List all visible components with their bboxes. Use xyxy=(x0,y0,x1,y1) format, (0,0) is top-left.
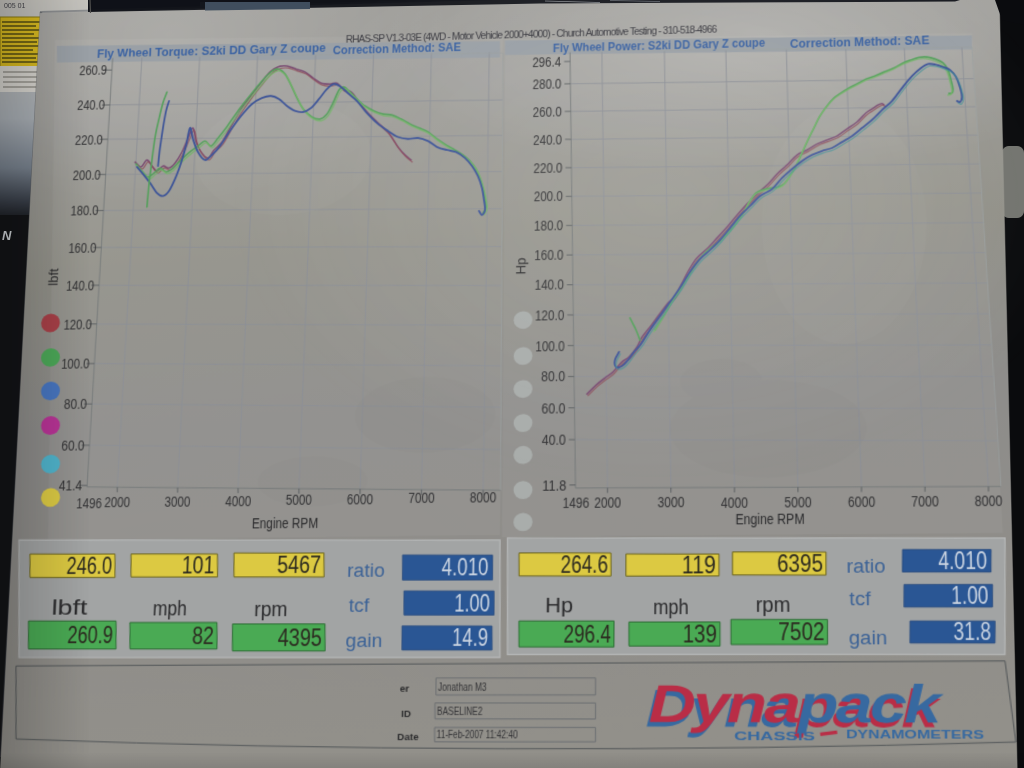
svg-text:14.9: 14.9 xyxy=(452,624,488,652)
svg-text:rpm: rpm xyxy=(756,593,791,618)
svg-text:6395: 6395 xyxy=(777,550,823,578)
svg-text:120.0: 120.0 xyxy=(63,315,92,332)
svg-text:11.8: 11.8 xyxy=(542,476,567,494)
svg-text:mph: mph xyxy=(152,597,187,621)
svg-text:1.00: 1.00 xyxy=(951,582,989,610)
svg-text:gain: gain xyxy=(345,629,382,651)
svg-text:140.0: 140.0 xyxy=(535,276,565,293)
svg-text:120.0: 120.0 xyxy=(535,306,565,323)
svg-text:CHASSIS: CHASSIS xyxy=(734,731,816,744)
svg-text:180.0: 180.0 xyxy=(70,202,99,219)
svg-text:80.0: 80.0 xyxy=(541,368,565,385)
svg-text:4.010: 4.010 xyxy=(938,547,987,575)
svg-text:220.0: 220.0 xyxy=(533,159,562,176)
svg-text:3000: 3000 xyxy=(658,493,685,511)
svg-text:5000: 5000 xyxy=(784,493,812,511)
svg-text:BASELINE2: BASELINE2 xyxy=(437,706,483,718)
svg-text:296.4: 296.4 xyxy=(532,53,561,70)
svg-text:60.0: 60.0 xyxy=(541,399,565,417)
svg-text:101: 101 xyxy=(181,552,215,579)
svg-text:lbft: lbft xyxy=(46,268,61,286)
svg-text:1496: 1496 xyxy=(76,494,103,511)
svg-text:140.0: 140.0 xyxy=(66,277,95,294)
svg-text:4.010: 4.010 xyxy=(441,554,488,582)
svg-text:11-Feb-2007 11:42:40: 11-Feb-2007 11:42:40 xyxy=(436,730,518,743)
svg-text:er: er xyxy=(400,683,410,694)
svg-text:lbft: lbft xyxy=(51,596,89,620)
svg-text:280.0: 280.0 xyxy=(533,75,562,92)
svg-text:4395: 4395 xyxy=(277,624,322,652)
svg-text:160.0: 160.0 xyxy=(68,239,97,256)
svg-text:7000: 7000 xyxy=(408,489,435,507)
svg-text:100.0: 100.0 xyxy=(535,337,565,355)
svg-text:Correction Method: SAE: Correction Method: SAE xyxy=(790,33,930,51)
svg-text:Hp: Hp xyxy=(514,257,529,274)
svg-text:82: 82 xyxy=(191,622,214,650)
svg-text:4000: 4000 xyxy=(225,492,252,509)
svg-text:240.0: 240.0 xyxy=(77,97,106,114)
svg-text:Fly Wheel Torque: S2ki DD Gary: Fly Wheel Torque: S2ki DD Gary Z coupe xyxy=(97,41,327,61)
svg-text:Fly Wheel Power: S2ki DD Gary: Fly Wheel Power: S2ki DD Gary Z coupe xyxy=(553,35,765,55)
svg-text:80.0: 80.0 xyxy=(63,395,87,412)
svg-text:5467: 5467 xyxy=(277,551,322,579)
svg-text:gain: gain xyxy=(849,626,888,649)
svg-text:Jonathan M3: Jonathan M3 xyxy=(438,682,487,694)
svg-text:260.0: 260.0 xyxy=(533,103,562,120)
svg-text:6000: 6000 xyxy=(347,490,374,508)
svg-text:180.0: 180.0 xyxy=(534,217,564,234)
svg-text:Dynapack: Dynapack xyxy=(646,679,943,739)
svg-text:6000: 6000 xyxy=(848,493,876,511)
svg-text:mph: mph xyxy=(653,595,689,620)
svg-text:40.0: 40.0 xyxy=(542,431,566,449)
svg-text:200.0: 200.0 xyxy=(534,188,563,205)
svg-text:296.4: 296.4 xyxy=(563,620,611,648)
svg-text:260.9: 260.9 xyxy=(79,62,108,79)
svg-text:N: N xyxy=(2,228,12,243)
svg-text:240.0: 240.0 xyxy=(533,131,562,148)
svg-text:246.0: 246.0 xyxy=(66,552,113,579)
svg-text:7000: 7000 xyxy=(911,492,939,510)
svg-text:264.6: 264.6 xyxy=(561,551,609,579)
svg-text:8000: 8000 xyxy=(470,488,497,506)
svg-text:1496: 1496 xyxy=(563,494,590,512)
svg-text:5000: 5000 xyxy=(286,491,313,509)
svg-text:139: 139 xyxy=(683,620,717,648)
svg-text:2000: 2000 xyxy=(104,494,131,511)
svg-text:ratio: ratio xyxy=(846,555,886,578)
svg-text:tcf: tcf xyxy=(348,594,369,616)
svg-text:3000: 3000 xyxy=(164,493,191,510)
svg-text:31.8: 31.8 xyxy=(953,618,991,646)
svg-text:rpm: rpm xyxy=(254,598,288,622)
svg-text:1.00: 1.00 xyxy=(454,589,490,617)
svg-text:8000: 8000 xyxy=(974,492,1002,510)
svg-text:7502: 7502 xyxy=(778,618,824,646)
svg-text:41.4: 41.4 xyxy=(58,477,82,494)
svg-text:Date: Date xyxy=(397,731,419,742)
svg-text:2000: 2000 xyxy=(594,494,621,512)
svg-text:ID: ID xyxy=(401,709,412,720)
svg-text:60.0: 60.0 xyxy=(61,436,85,453)
svg-text:160.0: 160.0 xyxy=(534,246,564,263)
svg-text:220.0: 220.0 xyxy=(75,131,104,148)
svg-text:005 01: 005 01 xyxy=(4,3,26,10)
svg-text:Hp: Hp xyxy=(545,594,573,619)
svg-text:200.0: 200.0 xyxy=(72,166,101,183)
svg-text:tcf: tcf xyxy=(849,587,871,610)
svg-text:Engine RPM: Engine RPM xyxy=(252,515,319,533)
svg-text:ratio: ratio xyxy=(347,559,385,581)
svg-text:100.0: 100.0 xyxy=(61,355,90,372)
svg-text:260.9: 260.9 xyxy=(67,621,114,648)
svg-text:119: 119 xyxy=(682,551,716,579)
svg-text:Engine RPM: Engine RPM xyxy=(735,511,804,529)
svg-text:Correction Method: SAE: Correction Method: SAE xyxy=(333,39,461,57)
svg-text:4000: 4000 xyxy=(721,493,748,511)
svg-text:Dynapack: Dynapack xyxy=(648,675,945,735)
svg-text:DYNAMOMETERS: DYNAMOMETERS xyxy=(846,730,985,743)
